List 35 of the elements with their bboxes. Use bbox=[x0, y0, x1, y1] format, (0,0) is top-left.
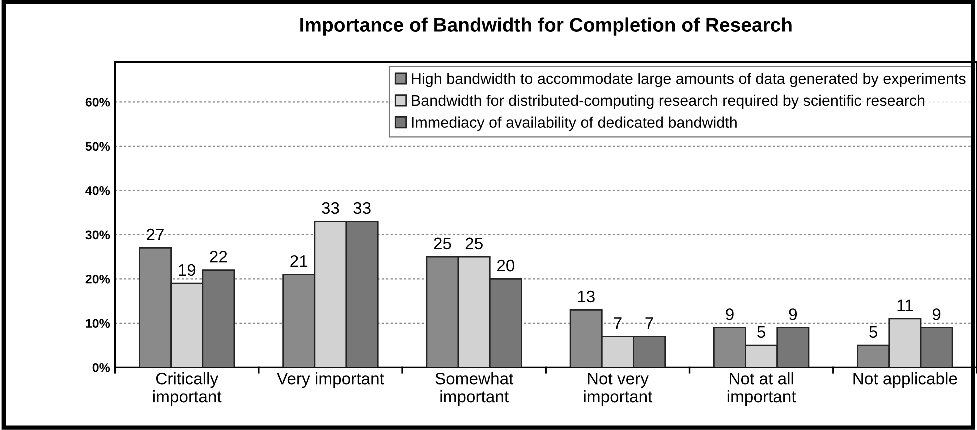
data-label: 7 bbox=[614, 318, 622, 330]
data-label: 9 bbox=[789, 308, 798, 320]
y-tick-label: 10% bbox=[86, 319, 110, 328]
y-tick-label: 30% bbox=[86, 230, 110, 240]
chart-title: Importance of Bandwidth for Completion of Research bbox=[300, 18, 792, 36]
x-tick-label: Not very important bbox=[584, 373, 653, 406]
data-label: 9 bbox=[932, 308, 941, 320]
data-label: 27 bbox=[147, 228, 164, 241]
x-tick-label: Very important bbox=[277, 372, 384, 388]
data-label: 25 bbox=[466, 238, 483, 250]
legend-label: High bandwidth to accommodate large amounts of data generated by experiments bbox=[412, 73, 966, 88]
data-label: 7 bbox=[646, 318, 654, 330]
data-label: 11 bbox=[898, 300, 914, 312]
x-tick-label: Somewhat important bbox=[436, 372, 514, 406]
x-tick-label: Critically important bbox=[153, 372, 222, 406]
data-label: 33 bbox=[354, 202, 371, 214]
data-label: 5 bbox=[758, 326, 766, 338]
data-label: 25 bbox=[434, 238, 452, 250]
data-label: 21 bbox=[290, 255, 308, 268]
y-tick-label: 40% bbox=[86, 186, 110, 196]
x-tick-label: Not applicable bbox=[854, 372, 958, 388]
data-label: 20 bbox=[498, 260, 515, 272]
y-tick-label: 50% bbox=[86, 142, 110, 152]
data-label: 13 bbox=[578, 290, 595, 303]
y-tick-label: 60% bbox=[86, 98, 110, 107]
data-label: 22 bbox=[210, 251, 228, 263]
y-tick-label: 0% bbox=[92, 363, 110, 372]
data-label: 19 bbox=[179, 264, 196, 276]
data-label: 33 bbox=[322, 202, 340, 214]
data-label: 9 bbox=[726, 308, 734, 320]
legend-label: Bandwidth for distributed-computing research required by scientific research bbox=[412, 94, 925, 110]
legend-label: Immediacy of availability of dedicated bandwidth bbox=[412, 116, 737, 132]
x-tick-label: Not at all important bbox=[728, 372, 796, 406]
y-tick-label: 20% bbox=[86, 274, 110, 284]
data-label: 5 bbox=[870, 326, 878, 338]
